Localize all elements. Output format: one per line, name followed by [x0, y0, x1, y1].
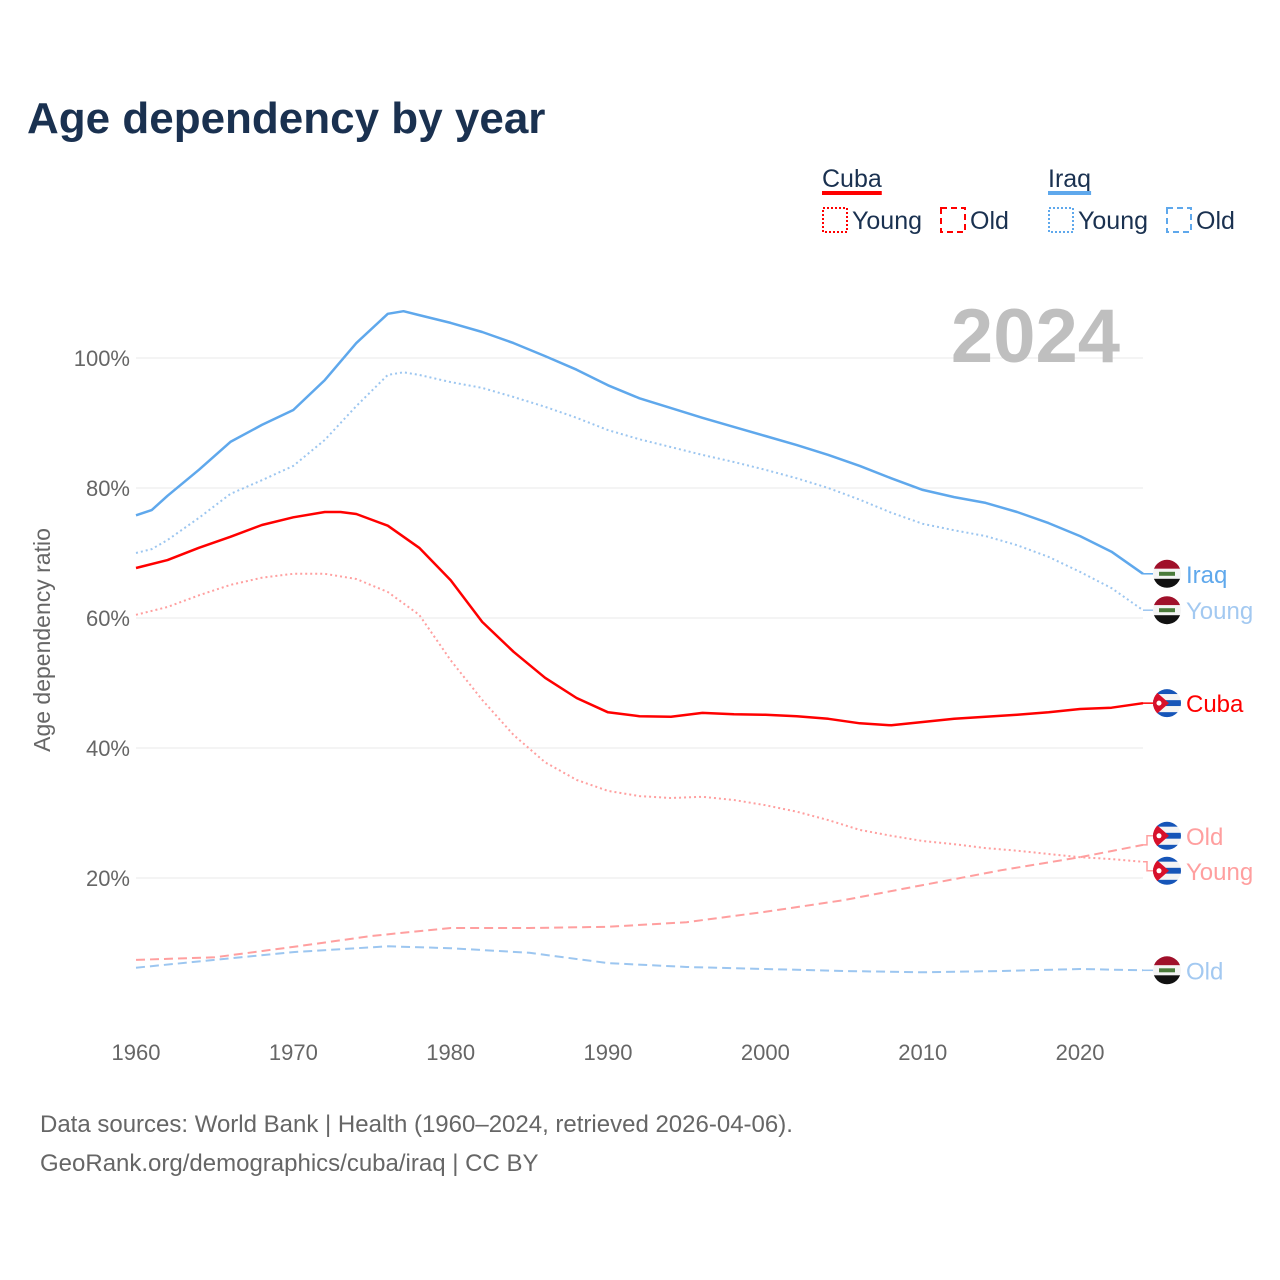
legend-group-underline	[1048, 191, 1092, 195]
x-axis: 1960 1970 1980 1990 2000 2010 2020	[112, 1040, 1105, 1065]
legend-item-label: Young	[852, 207, 922, 235]
series-line-iraq-old	[135, 945, 1144, 974]
label-connector	[1143, 861, 1153, 872]
legend-item-label: Young	[1078, 207, 1148, 235]
series-line-cuba-young	[135, 572, 1144, 863]
legend-group-underline	[822, 191, 882, 195]
footer-link[interactable]: GeoRank.org/demographics/cuba/iraq | CC …	[40, 1150, 538, 1177]
legend-group-title: Cuba	[822, 165, 882, 193]
end-label: Young	[1186, 598, 1253, 625]
legend-group-title: Iraq	[1048, 165, 1091, 193]
end-label: Old	[1186, 958, 1223, 985]
series-lines	[135, 309, 1144, 974]
cuba-flag-icon	[1153, 856, 1181, 885]
y-axis-label: Age dependency ratio	[29, 528, 55, 752]
series-line-iraq-young	[135, 371, 1144, 612]
label-connector	[1143, 835, 1153, 846]
x-tick-label: 2010	[898, 1040, 947, 1065]
series-line-cuba-old	[135, 843, 1144, 961]
end-label: Old	[1186, 824, 1223, 851]
y-tick-label: 40%	[86, 736, 130, 761]
iraq-flag-icon	[1153, 956, 1181, 985]
legend-swatch-dashed	[940, 207, 966, 233]
chart-title: Age dependency by year	[27, 94, 545, 143]
legend-swatch-dotted	[822, 207, 848, 233]
legend-item-label: Old	[1196, 207, 1235, 235]
end-label: Iraq	[1186, 562, 1227, 589]
cuba-flag-icon	[1153, 821, 1181, 850]
x-tick-label: 1980	[426, 1040, 475, 1065]
series-line-cuba	[135, 510, 1144, 727]
end-labels: Iraq Young Cuba Old Young Old	[1143, 559, 1253, 985]
grid: 20% 40% 60% 80% 100%	[74, 346, 1143, 891]
x-tick-label: 1960	[112, 1040, 161, 1065]
legend-swatch-dotted	[1048, 207, 1074, 233]
end-label: Young	[1186, 859, 1253, 886]
iraq-flag-icon	[1153, 559, 1181, 588]
y-tick-label: 60%	[86, 606, 130, 631]
footer-source: Data sources: World Bank | Health (1960–…	[40, 1111, 793, 1138]
legend-item-label: Old	[970, 207, 1009, 235]
x-tick-label: 1990	[584, 1040, 633, 1065]
series-line-iraq	[135, 309, 1144, 575]
y-tick-label: 80%	[86, 476, 130, 501]
cuba-flag-icon	[1153, 689, 1181, 718]
end-label: Cuba	[1186, 691, 1244, 718]
legend: Cuba Young Old Iraq Young Old	[822, 165, 1235, 235]
legend-swatch-dashed	[1166, 207, 1192, 233]
y-tick-label: 100%	[74, 346, 130, 371]
y-tick-label: 20%	[86, 866, 130, 891]
x-tick-label: 2000	[741, 1040, 790, 1065]
year-label: 2024	[951, 294, 1120, 379]
x-tick-label: 2020	[1056, 1040, 1105, 1065]
iraq-flag-icon	[1153, 596, 1181, 625]
x-tick-label: 1970	[269, 1040, 318, 1065]
